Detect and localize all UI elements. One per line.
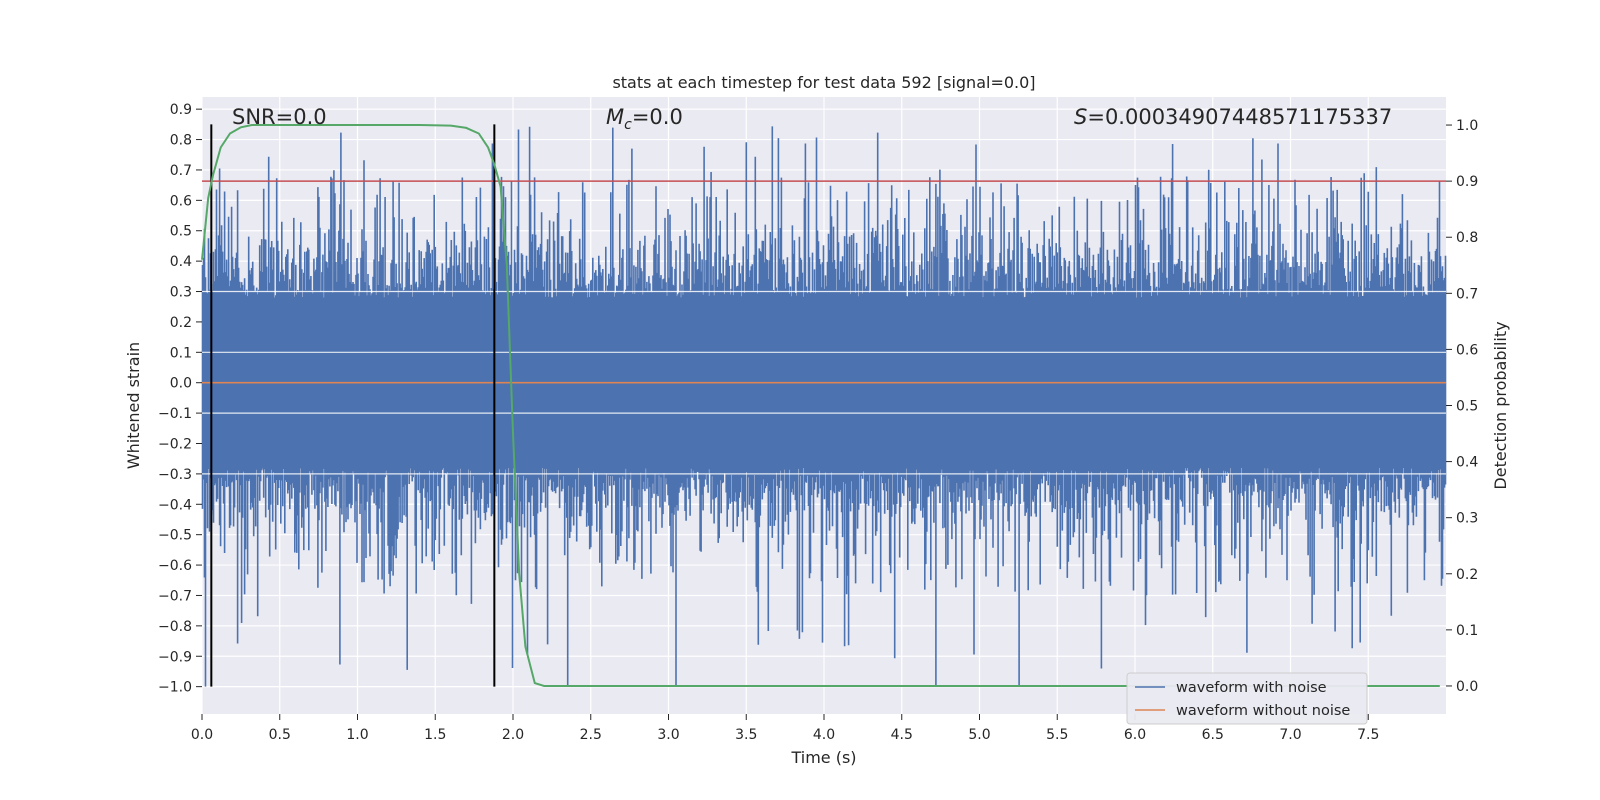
mc-subscript: c [624,117,632,133]
y-right-tick-label: 0.9 [1456,174,1478,190]
legend: waveform with noise waveform without noi… [1126,672,1368,725]
axis-ticks: 0.0 0.5 1.0 1.5 2.0 2.5 3.0 3.5 4.0 4.5 5.0 5.5 6.0 6… [158,102,1478,743]
x-tick-label: 4.5 [891,727,913,743]
y-left-tick-label: −1.0 [158,680,192,696]
annotation-snr: SNR=0.0 [232,105,327,129]
s-symbol: S [1074,105,1087,129]
legend-label-without-noise: waveform without noise [1176,703,1350,719]
y-left-tick-label: −0.1 [158,406,192,422]
y-right-tick-label: 0.5 [1456,399,1478,415]
y-right-tick-label: 0.4 [1456,455,1478,471]
y-right-tick-label: 0.7 [1456,286,1478,302]
x-tick-label: 7.5 [1357,727,1379,743]
annotation-s: S=0.00034907448571175337 [1074,105,1392,129]
x-tick-label: 0.5 [269,727,291,743]
series-detection-probability [201,124,1440,687]
legend-label-with-noise: waveform with noise [1176,680,1327,696]
y-right-tick-label: 0.8 [1456,230,1478,246]
chart-title: stats at each timestep for test data 592… [612,73,1035,92]
y-right-tick-label: 0.1 [1456,623,1478,639]
y-left-tick-label: 0.5 [170,224,192,240]
y-axis-label-right: Detection probability [1491,321,1510,489]
x-tick-label: 5.0 [968,727,990,743]
y-left-tick-label: 0.1 [170,345,192,361]
y-left-tick-label: −0.2 [158,436,192,452]
x-axis-label: Time (s) [790,748,856,767]
y-left-tick-label: −0.7 [158,588,192,604]
x-tick-label: 6.0 [1124,727,1146,743]
mc-symbol: M [606,105,624,129]
y-left-tick-label: −0.6 [158,558,192,574]
x-tick-label: 3.0 [657,727,679,743]
x-tick-label: 7.0 [1279,727,1301,743]
y-left-tick-label: 0.6 [170,193,192,209]
y-left-tick-label: 0.2 [170,315,192,331]
y-left-tick-label: 0.4 [170,254,192,270]
y-left-tick-label: −0.3 [158,467,192,483]
y-axis-label-left: Whitened strain [124,342,143,469]
y-left-tick-label: −0.5 [158,528,192,544]
overlay-lines [201,124,1446,687]
x-tick-label: 1.0 [346,727,368,743]
waveform-noise-trace [201,126,1447,687]
y-left-tick-label: 0.7 [170,163,192,179]
x-tick-label: 1.5 [424,727,446,743]
x-tick-label: 3.5 [735,727,757,743]
y-left-tick-label: 0.0 [170,376,192,392]
x-tick-label: 2.0 [502,727,524,743]
x-tick-label: 5.5 [1046,727,1068,743]
x-tick-label: 6.5 [1202,727,1224,743]
y-left-tick-label: 0.9 [170,102,192,118]
s-value: =0.00034907448571175337 [1087,105,1392,129]
y-left-tick-label: −0.9 [158,649,192,665]
y-left-tick-label: −0.8 [158,619,192,635]
y-right-tick-label: 0.0 [1456,679,1478,695]
x-tick-label: 0.0 [191,727,213,743]
y-left-tick-label: 0.3 [170,285,192,301]
x-tick-label: 2.5 [580,727,602,743]
annotation-chirp-mass: Mc=0.0 [606,105,683,133]
y-right-tick-label: 1.0 [1456,118,1478,134]
y-right-tick-label: 0.6 [1456,342,1478,358]
mc-value: =0.0 [632,105,683,129]
y-right-tick-label: 0.3 [1456,511,1478,527]
x-tick-label: 4.0 [813,727,835,743]
y-left-tick-label: −0.4 [158,497,192,513]
legend-box [1126,672,1368,725]
y-left-tick-label: 0.8 [170,133,192,149]
y-right-tick-label: 0.2 [1456,567,1478,583]
